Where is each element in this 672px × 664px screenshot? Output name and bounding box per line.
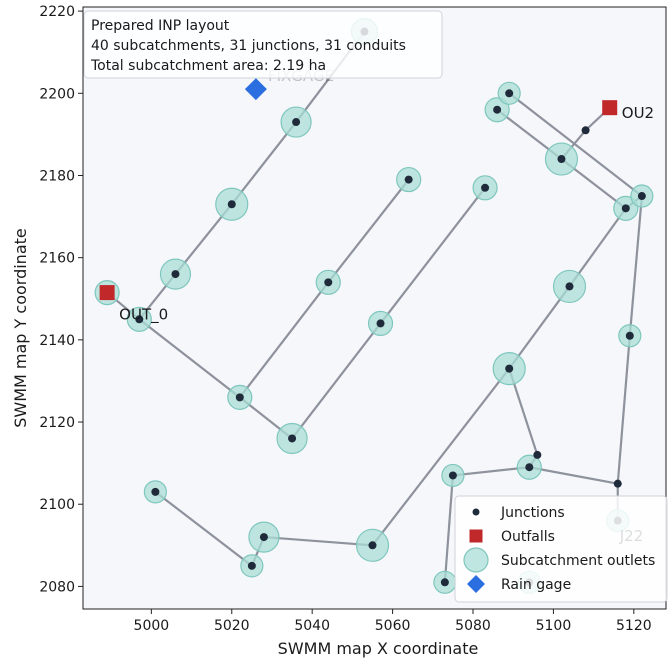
junction-marker bbox=[404, 175, 413, 184]
conduit-line bbox=[371, 367, 511, 547]
junction-marker bbox=[368, 541, 377, 550]
conduit-line bbox=[138, 318, 241, 399]
outfall-layer bbox=[99, 100, 618, 301]
node-label: OUT_0 bbox=[119, 305, 168, 324]
junction-marker bbox=[505, 364, 514, 373]
junction-marker bbox=[613, 479, 622, 488]
x-tick-label: 5020 bbox=[214, 618, 250, 634]
junction-marker bbox=[135, 315, 144, 324]
legend-label: Outfalls bbox=[501, 529, 555, 545]
junction-marker bbox=[448, 471, 457, 480]
junction-marker bbox=[259, 533, 268, 542]
y-tick-label: 2100 bbox=[39, 497, 75, 513]
conduit-line bbox=[238, 281, 330, 399]
junction-marker bbox=[505, 89, 514, 98]
conduit-line bbox=[451, 466, 531, 477]
junction-marker bbox=[171, 270, 180, 279]
y-tick-label: 2200 bbox=[39, 86, 75, 102]
y-axis-label: SWMM map Y coordinate bbox=[11, 228, 30, 428]
conduit-line bbox=[628, 194, 643, 337]
rain-gage-marker bbox=[244, 78, 267, 101]
annotation-line-3: Total subcatchment area: 2.19 ha bbox=[90, 58, 326, 74]
junction-marker bbox=[440, 578, 449, 587]
junction-marker bbox=[151, 487, 160, 496]
conduit-line bbox=[327, 178, 410, 284]
legend: Junctions Outfalls Subcatchment outlets Rai… bbox=[454, 495, 668, 603]
junction-marker bbox=[525, 463, 534, 472]
junction-marker bbox=[247, 561, 256, 570]
conduit-line bbox=[290, 322, 382, 440]
junction-marker bbox=[637, 192, 646, 201]
x-tick-label: 5120 bbox=[616, 618, 652, 634]
junction-marker bbox=[533, 450, 542, 459]
junction-marker bbox=[324, 278, 333, 287]
legend-label: Junctions bbox=[500, 505, 565, 521]
legend-item: Outfalls bbox=[469, 529, 555, 545]
rain-gage-layer bbox=[244, 78, 267, 101]
legend-rain-gage-icon bbox=[467, 575, 485, 593]
legend-label: Subcatchment outlets bbox=[501, 553, 655, 569]
junction-marker bbox=[581, 126, 590, 135]
conduit-line bbox=[508, 285, 571, 370]
x-tick-label: 5080 bbox=[455, 618, 491, 634]
y-tick-label: 2140 bbox=[39, 333, 75, 349]
junction-marker bbox=[292, 118, 301, 127]
conduit-line bbox=[528, 466, 619, 485]
annotation-line-2: 40 subcatchments, 31 junctions, 31 condu… bbox=[91, 38, 406, 54]
x-tick-label: 5000 bbox=[134, 618, 170, 634]
y-tick-label: 2220 bbox=[39, 4, 75, 20]
y-tick-label: 2080 bbox=[39, 579, 75, 595]
conduit-line bbox=[262, 535, 374, 547]
junction-marker bbox=[557, 155, 566, 164]
x-tick-label: 5040 bbox=[294, 618, 330, 634]
junction-marker bbox=[621, 204, 630, 213]
legend-item: Subcatchment outlets bbox=[463, 547, 655, 573]
junction-marker bbox=[565, 282, 574, 291]
y-tick-label: 2180 bbox=[39, 168, 75, 184]
legend-items: Junctions Outfalls Subcatchment outlets Rai… bbox=[463, 505, 655, 593]
y-axis-ticks: 2080 2100 2120 2140 2160 2180 2200 2220 bbox=[39, 4, 83, 595]
x-tick-label: 5060 bbox=[375, 618, 411, 634]
conduit-line bbox=[508, 92, 643, 198]
annotation-box: Prepared INP layout 40 subcatchments, 31… bbox=[83, 10, 443, 79]
junction-marker bbox=[481, 183, 490, 192]
y-tick-label: 2120 bbox=[39, 415, 75, 431]
junction-marker bbox=[493, 105, 502, 114]
legend-label: Rain gage bbox=[501, 577, 571, 593]
junction-marker bbox=[227, 200, 236, 209]
legend-item: Junctions bbox=[472, 505, 565, 521]
conduit-line bbox=[443, 474, 455, 584]
junction-marker bbox=[625, 331, 634, 340]
conduit-line bbox=[154, 490, 253, 567]
outfall-marker bbox=[602, 100, 618, 116]
legend-outfall-icon bbox=[469, 529, 483, 543]
y-tick-label: 2160 bbox=[39, 251, 75, 267]
junction-marker bbox=[376, 319, 385, 328]
annotation-line-1: Prepared INP layout bbox=[91, 18, 230, 34]
node-label: OU2 bbox=[622, 104, 654, 122]
plot-frame bbox=[82, 6, 667, 610]
annotation-background bbox=[83, 10, 443, 79]
legend-subcatchment-icon bbox=[463, 547, 489, 573]
junction-marker bbox=[288, 434, 297, 443]
outfall-marker bbox=[99, 285, 115, 301]
x-axis-label: SWMM map X coordinate bbox=[278, 639, 479, 658]
junction-marker bbox=[235, 393, 244, 402]
legend-background bbox=[454, 495, 668, 603]
conduit-line bbox=[616, 334, 631, 485]
x-tick-label: 5100 bbox=[536, 618, 572, 634]
conduit-line bbox=[230, 120, 298, 206]
legend-junction-icon bbox=[472, 508, 480, 516]
legend-item: Rain gage bbox=[467, 575, 571, 593]
x-axis-ticks: 5000 5020 5040 5060 5080 5100 5120 bbox=[134, 609, 652, 634]
conduit-line bbox=[379, 186, 487, 325]
